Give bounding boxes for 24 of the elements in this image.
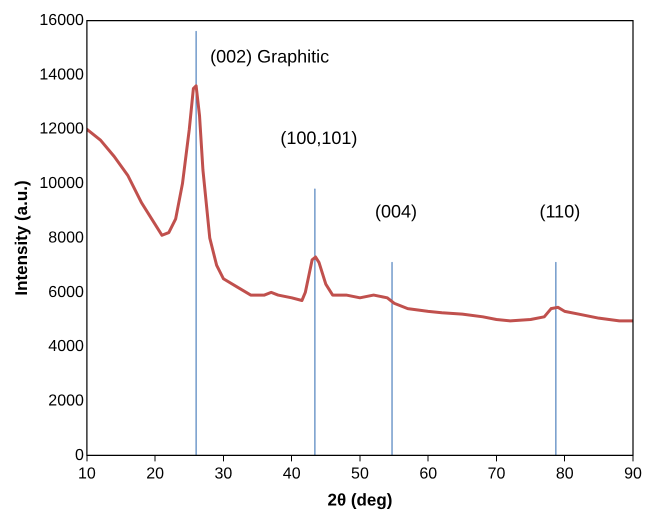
annotation: (004)	[375, 201, 418, 222]
x-tick-label: 60	[419, 465, 438, 482]
y-tick-label: 12000	[39, 120, 84, 138]
y-tick-label: 0	[74, 446, 84, 464]
x-tick-label: 70	[488, 465, 506, 482]
x-tick-label: 50	[351, 465, 369, 482]
x-tick-label: 20	[146, 465, 164, 482]
y-tick-label: 8000	[48, 229, 84, 246]
y-tick-label: 4000	[48, 338, 84, 356]
annotation: (110)	[540, 201, 580, 222]
annotation: (002) Graphitic	[210, 46, 330, 66]
y-tick-label: 6000	[48, 284, 84, 301]
y-axis-title: Intensity (a.u.)	[12, 180, 31, 296]
x-tick-label: 10	[78, 465, 96, 482]
y-tick-label: 16000	[39, 12, 84, 30]
y-tick-label: 14000	[39, 66, 84, 84]
x-tick-label: 90	[624, 465, 642, 482]
annotation: (100,101)	[280, 128, 358, 148]
y-tick-label: 2000	[48, 392, 84, 410]
x-tick-label: 40	[282, 465, 301, 482]
y-tick-label: 10000	[39, 175, 84, 192]
x-axis-title: 2θ (deg)	[327, 490, 392, 510]
x-tick-label: 80	[556, 465, 574, 482]
x-tick-label: 30	[214, 465, 232, 482]
